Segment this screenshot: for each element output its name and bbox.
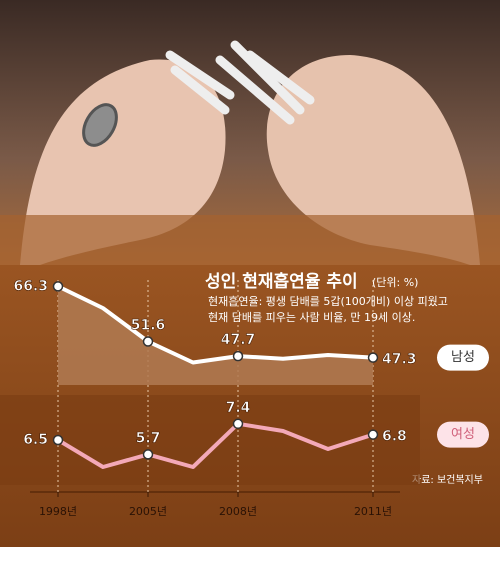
value-label: 47.3	[382, 352, 417, 368]
point	[52, 281, 64, 292]
point	[52, 434, 64, 446]
area	[58, 286, 373, 385]
point	[142, 336, 154, 347]
point	[142, 449, 154, 460]
point	[367, 429, 379, 440]
value-label: 51.6	[131, 318, 166, 334]
value-label: 5.7	[136, 430, 161, 446]
value-label: 6.5	[23, 432, 48, 448]
value-label: 6.8	[382, 429, 407, 445]
point	[367, 352, 379, 363]
x-tick-label: 2008년	[219, 505, 257, 518]
chart-title: 성인 현재흡연율 추이	[205, 271, 358, 292]
source: 자료: 보건복지부	[412, 474, 483, 486]
subtitle: 현재흡연율: 평생 담배를 5갑(100개비) 이상 피웠고	[208, 294, 448, 308]
point	[232, 350, 244, 362]
legend-label: 남성	[451, 350, 475, 365]
line	[56, 421, 374, 469]
value-label: 7.4	[226, 400, 251, 416]
legend-pill	[437, 344, 489, 371]
point	[232, 418, 244, 430]
value-label: 66.3	[13, 278, 48, 294]
x-tick-label: 2005년	[129, 505, 167, 518]
legend-pill	[437, 421, 489, 448]
legend-label: 여성	[451, 427, 475, 442]
photo	[0, 0, 500, 265]
x-tick-label: 1998년	[39, 505, 77, 518]
value-label: 47.7	[221, 332, 256, 348]
unit-label: (단위: %)	[372, 276, 418, 289]
line	[57, 284, 374, 365]
x-tick-label: 2011년	[354, 505, 392, 518]
subtitle: 현재 담배를 피우는 사람 비율, 만 19세 이상.	[208, 311, 415, 324]
